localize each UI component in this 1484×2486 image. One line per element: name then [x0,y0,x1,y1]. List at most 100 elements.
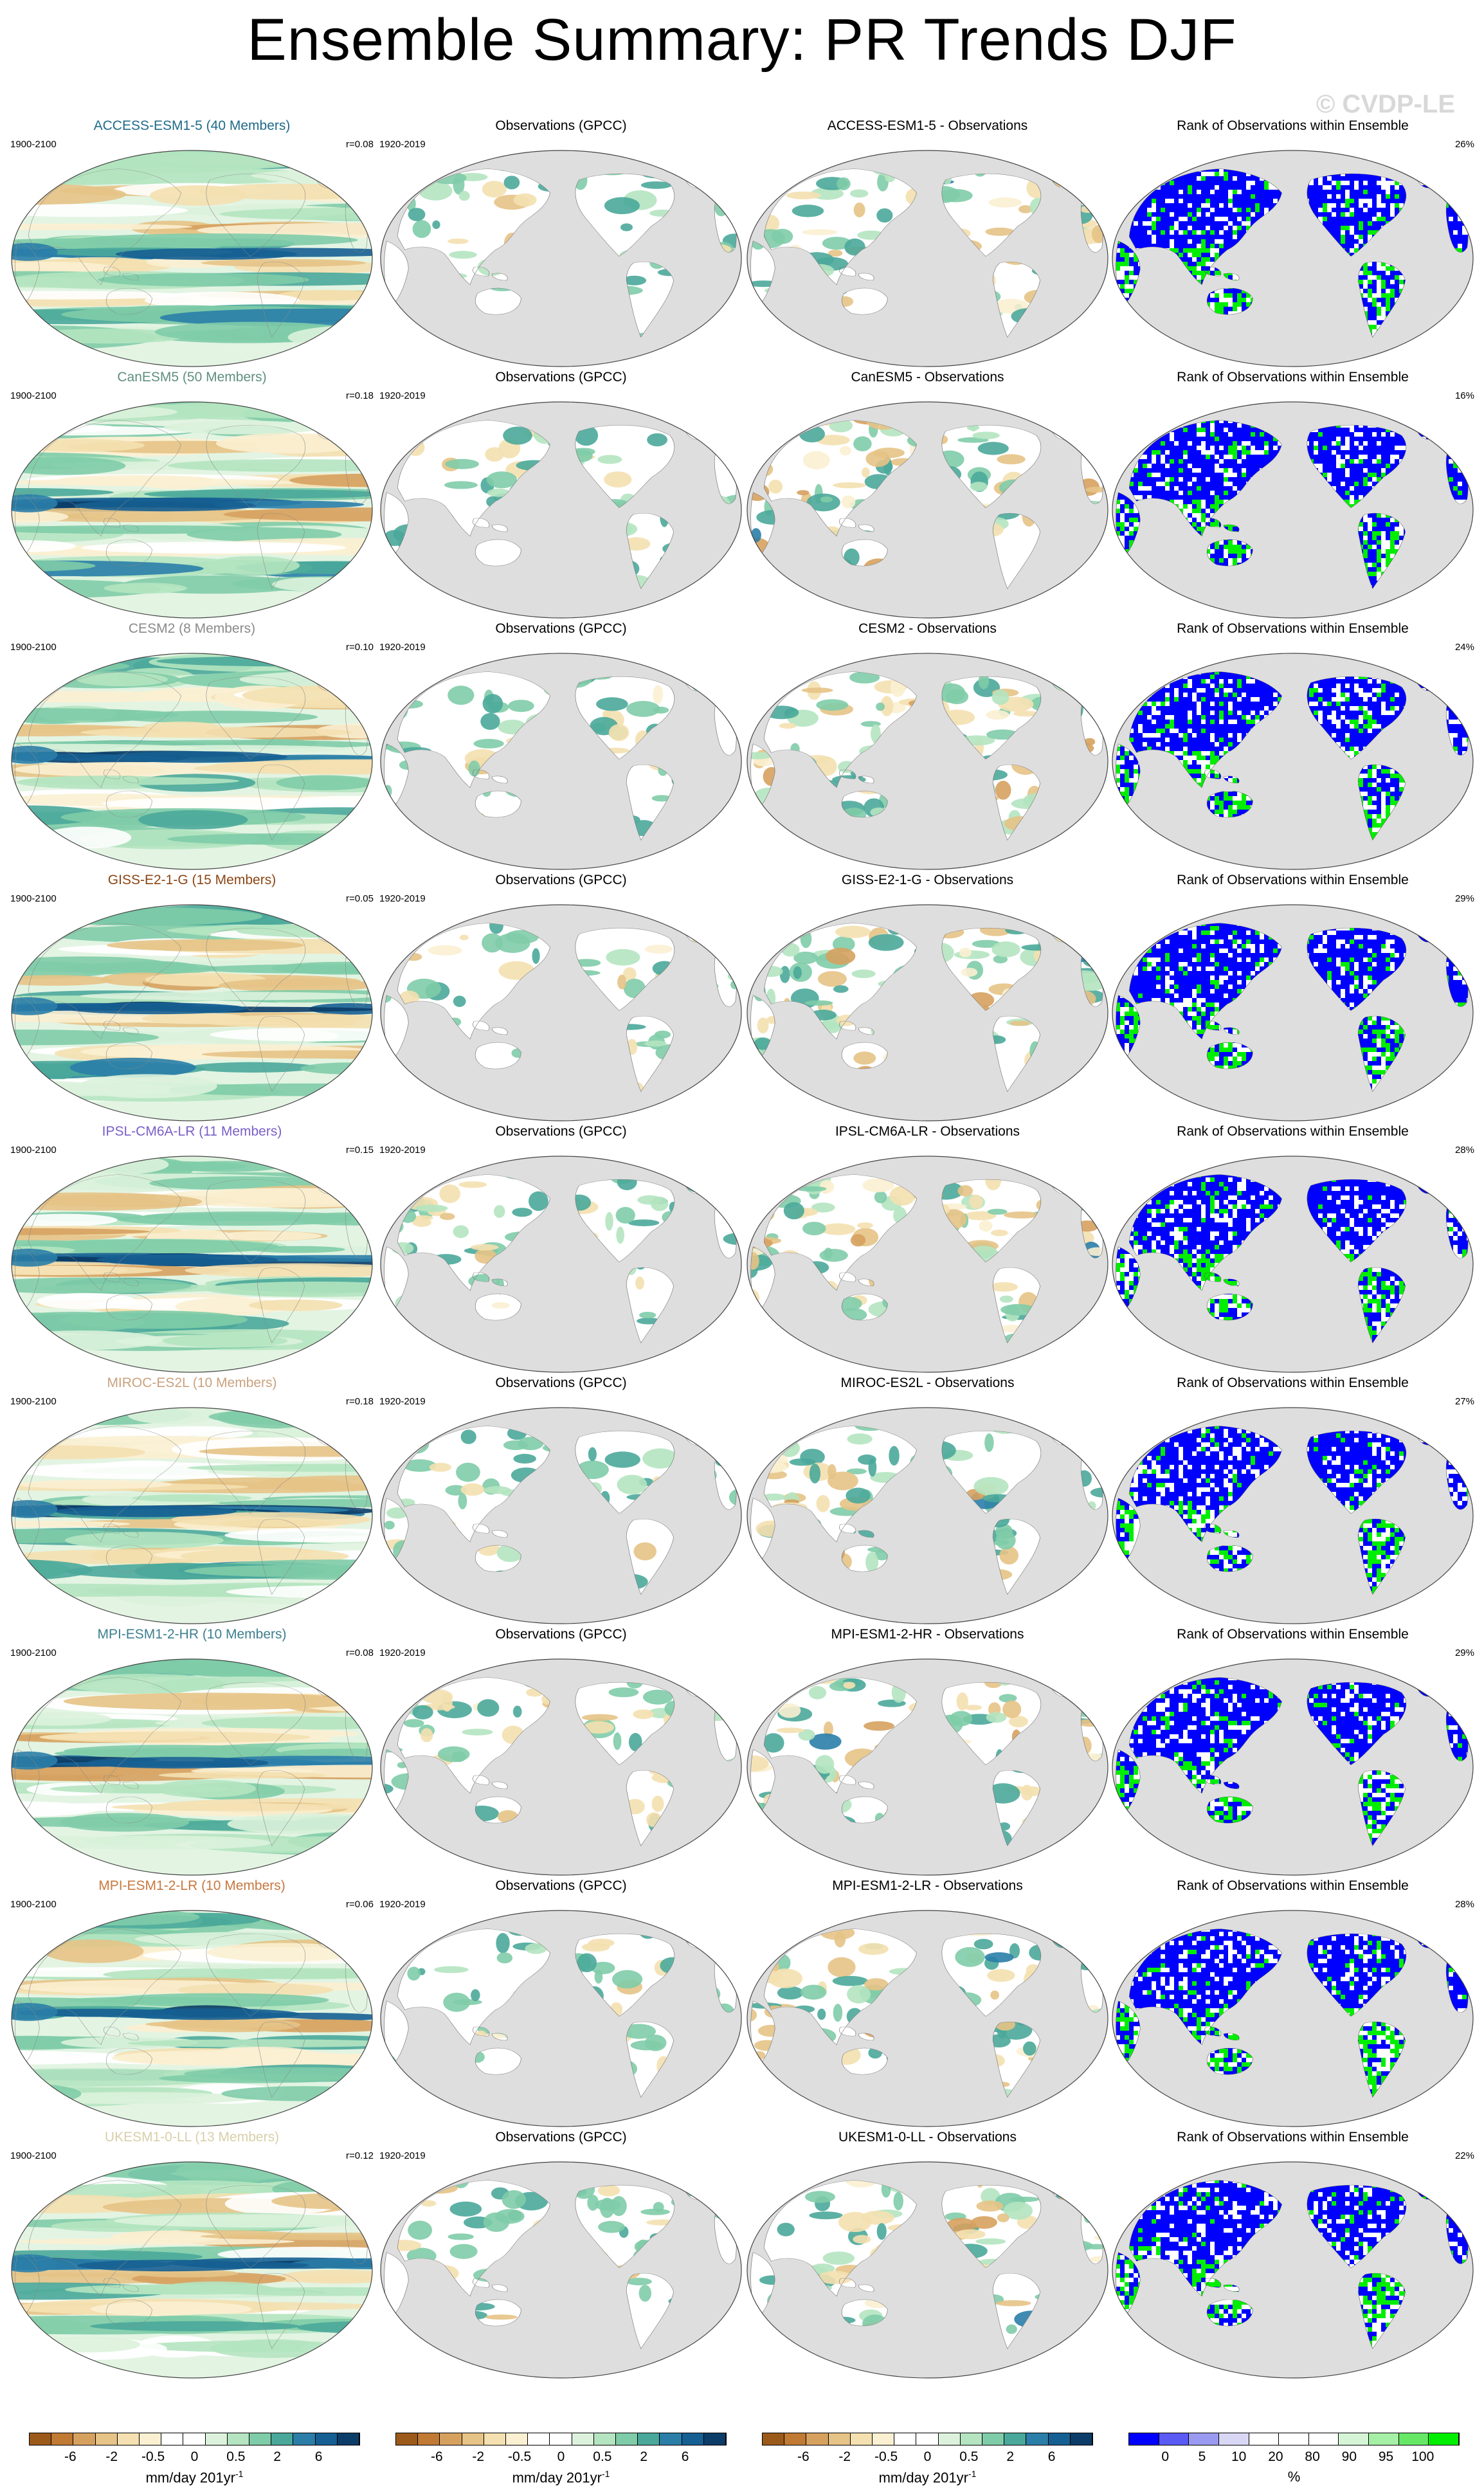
colorbar-swatch [161,2433,183,2445]
world-map [379,401,743,619]
world-map [746,1155,1109,1374]
panel-title: UKESM1-0-LL (13 Members) [10,2130,374,2145]
colorbar-tick-label: 100 [1411,2449,1434,2465]
colorbar-swatch [894,2433,916,2445]
period-label: 1920-2019 [379,1647,426,1658]
percent-label: 26% [1455,139,1474,150]
panel-obs: Observations (GPCC)1920-2019 [379,118,743,369]
world-map [746,149,1109,368]
world-map [379,1658,743,1876]
period-label: 1920-2019 [379,1145,426,1156]
panel-title: MPI-ESM1-2-LR - Observations [746,1878,1109,1894]
panel-obs: Observations (GPCC)1920-2019 [379,621,743,872]
colorbar-tick-label: 0.5 [593,2449,611,2465]
colorbar-swatch [616,2433,638,2445]
colorbar-tick-label: 6 [682,2449,689,2465]
panel-title: Rank of Observations within Ensemble [1111,621,1474,637]
colorbar-tick-label: -0.5 [508,2449,531,2465]
colorbar-swatch [316,2433,338,2445]
panel-diff: MPI-ESM1-2-LR - Observations [746,1878,1109,2129]
colorbar-tick-label: -6 [64,2449,77,2465]
world-map [1111,652,1474,871]
world-map [10,401,374,619]
panel-title: CESM2 - Observations [746,621,1109,637]
period-label: 1920-2019 [379,2150,426,2161]
world-map [1111,1155,1474,1374]
colorbar-tick-label: -6 [431,2449,443,2465]
panel-title: Observations (GPCC) [379,1878,743,1894]
colorbar-tick-label: 90 [1342,2449,1357,2465]
colorbar-swatch [1279,2433,1309,2445]
period-label: 1920-2019 [379,1899,426,1910]
panel-diff: UKESM1-0-LL - Observations [746,2130,1109,2381]
colorbar-tick-label: -2 [472,2449,484,2465]
colorbar-boxes [762,2433,1093,2445]
colorbar-swatch [1249,2433,1280,2445]
correlation-label: r=0.06 [346,1899,374,1910]
colorbar-swatch [961,2433,982,2445]
world-map [746,652,1109,871]
colorbar-tick-label: -0.5 [874,2449,898,2465]
world-map [746,401,1109,619]
colorbar-swatch [73,2433,95,2445]
panel-title: Observations (GPCC) [379,370,743,385]
period-label: 1900-2100 [10,139,57,150]
panel-obs: Observations (GPCC)1920-2019 [379,2130,743,2381]
colorbar-boxes [1128,2433,1460,2445]
panel-title: IPSL-CM6A-LR (11 Members) [10,1124,374,1139]
colorbar-unit: % [1128,2469,1460,2485]
colorbar-tick-label: 80 [1305,2449,1319,2465]
colorbar-tick-label: 2 [1006,2449,1014,2465]
colorbar-boxes [395,2433,727,2445]
world-map [746,2161,1109,2379]
colorbar-swatch [118,2433,140,2445]
world-map [379,1155,743,1374]
colorbar-swatch [418,2433,440,2445]
world-map [379,149,743,368]
period-label: 1920-2019 [379,642,426,653]
colorbar-tick-label: 0 [1161,2449,1169,2465]
colorbar-swatch [140,2433,161,2445]
correlation-label: r=0.18 [346,1396,374,1407]
panel-obs: Observations (GPCC)1920-2019 [379,873,743,1123]
colorbar-swatch [396,2433,418,2445]
colorbar-swatch [1129,2433,1159,2445]
colorbar-swatch [1049,2433,1071,2445]
world-map [746,1909,1109,2128]
percent-label: 29% [1455,893,1474,904]
panel-diff: IPSL-CM6A-LR - Observations [746,1124,1109,1375]
period-label: 1920-2019 [379,893,426,904]
correlation-label: r=0.08 [346,1647,374,1658]
period-label: 1900-2100 [10,1899,57,1910]
colorbar-swatch [982,2433,1004,2445]
panel-title: Observations (GPCC) [379,1627,743,1642]
colorbar-swatch [96,2433,118,2445]
period-label: 1900-2100 [10,893,57,904]
colorbar-swatch [916,2433,938,2445]
world-map [10,903,374,1122]
colorbar-swatch [594,2433,616,2445]
panel-model: MPI-ESM1-2-HR (10 Members) 1900-2100 r=0.0… [10,1627,374,1878]
colorbar-swatch [1219,2433,1249,2445]
colorbar-swatch [338,2433,359,2445]
panel-title: CESM2 (8 Members) [10,621,374,637]
colorbar-tick-label: 6 [315,2449,323,2465]
world-map [746,903,1109,1122]
panel-title: MPI-ESM1-2-HR (10 Members) [10,1627,374,1642]
colorbar-swatch [1004,2433,1026,2445]
panel-diff: GISS-E2-1-G - Observations [746,873,1109,1123]
period-label: 1900-2100 [10,2150,57,2161]
page-title: Ensemble Summary: PR Trends DJF [0,6,1484,74]
colorbar-tick-label: 2 [640,2449,647,2465]
colorbar-swatch [293,2433,315,2445]
colorbar-tick-label: -0.5 [141,2449,165,2465]
period-label: 1900-2100 [10,1647,57,1658]
colorbar-unit: mm/day 201yr-1 [395,2469,727,2486]
world-map [10,652,374,871]
